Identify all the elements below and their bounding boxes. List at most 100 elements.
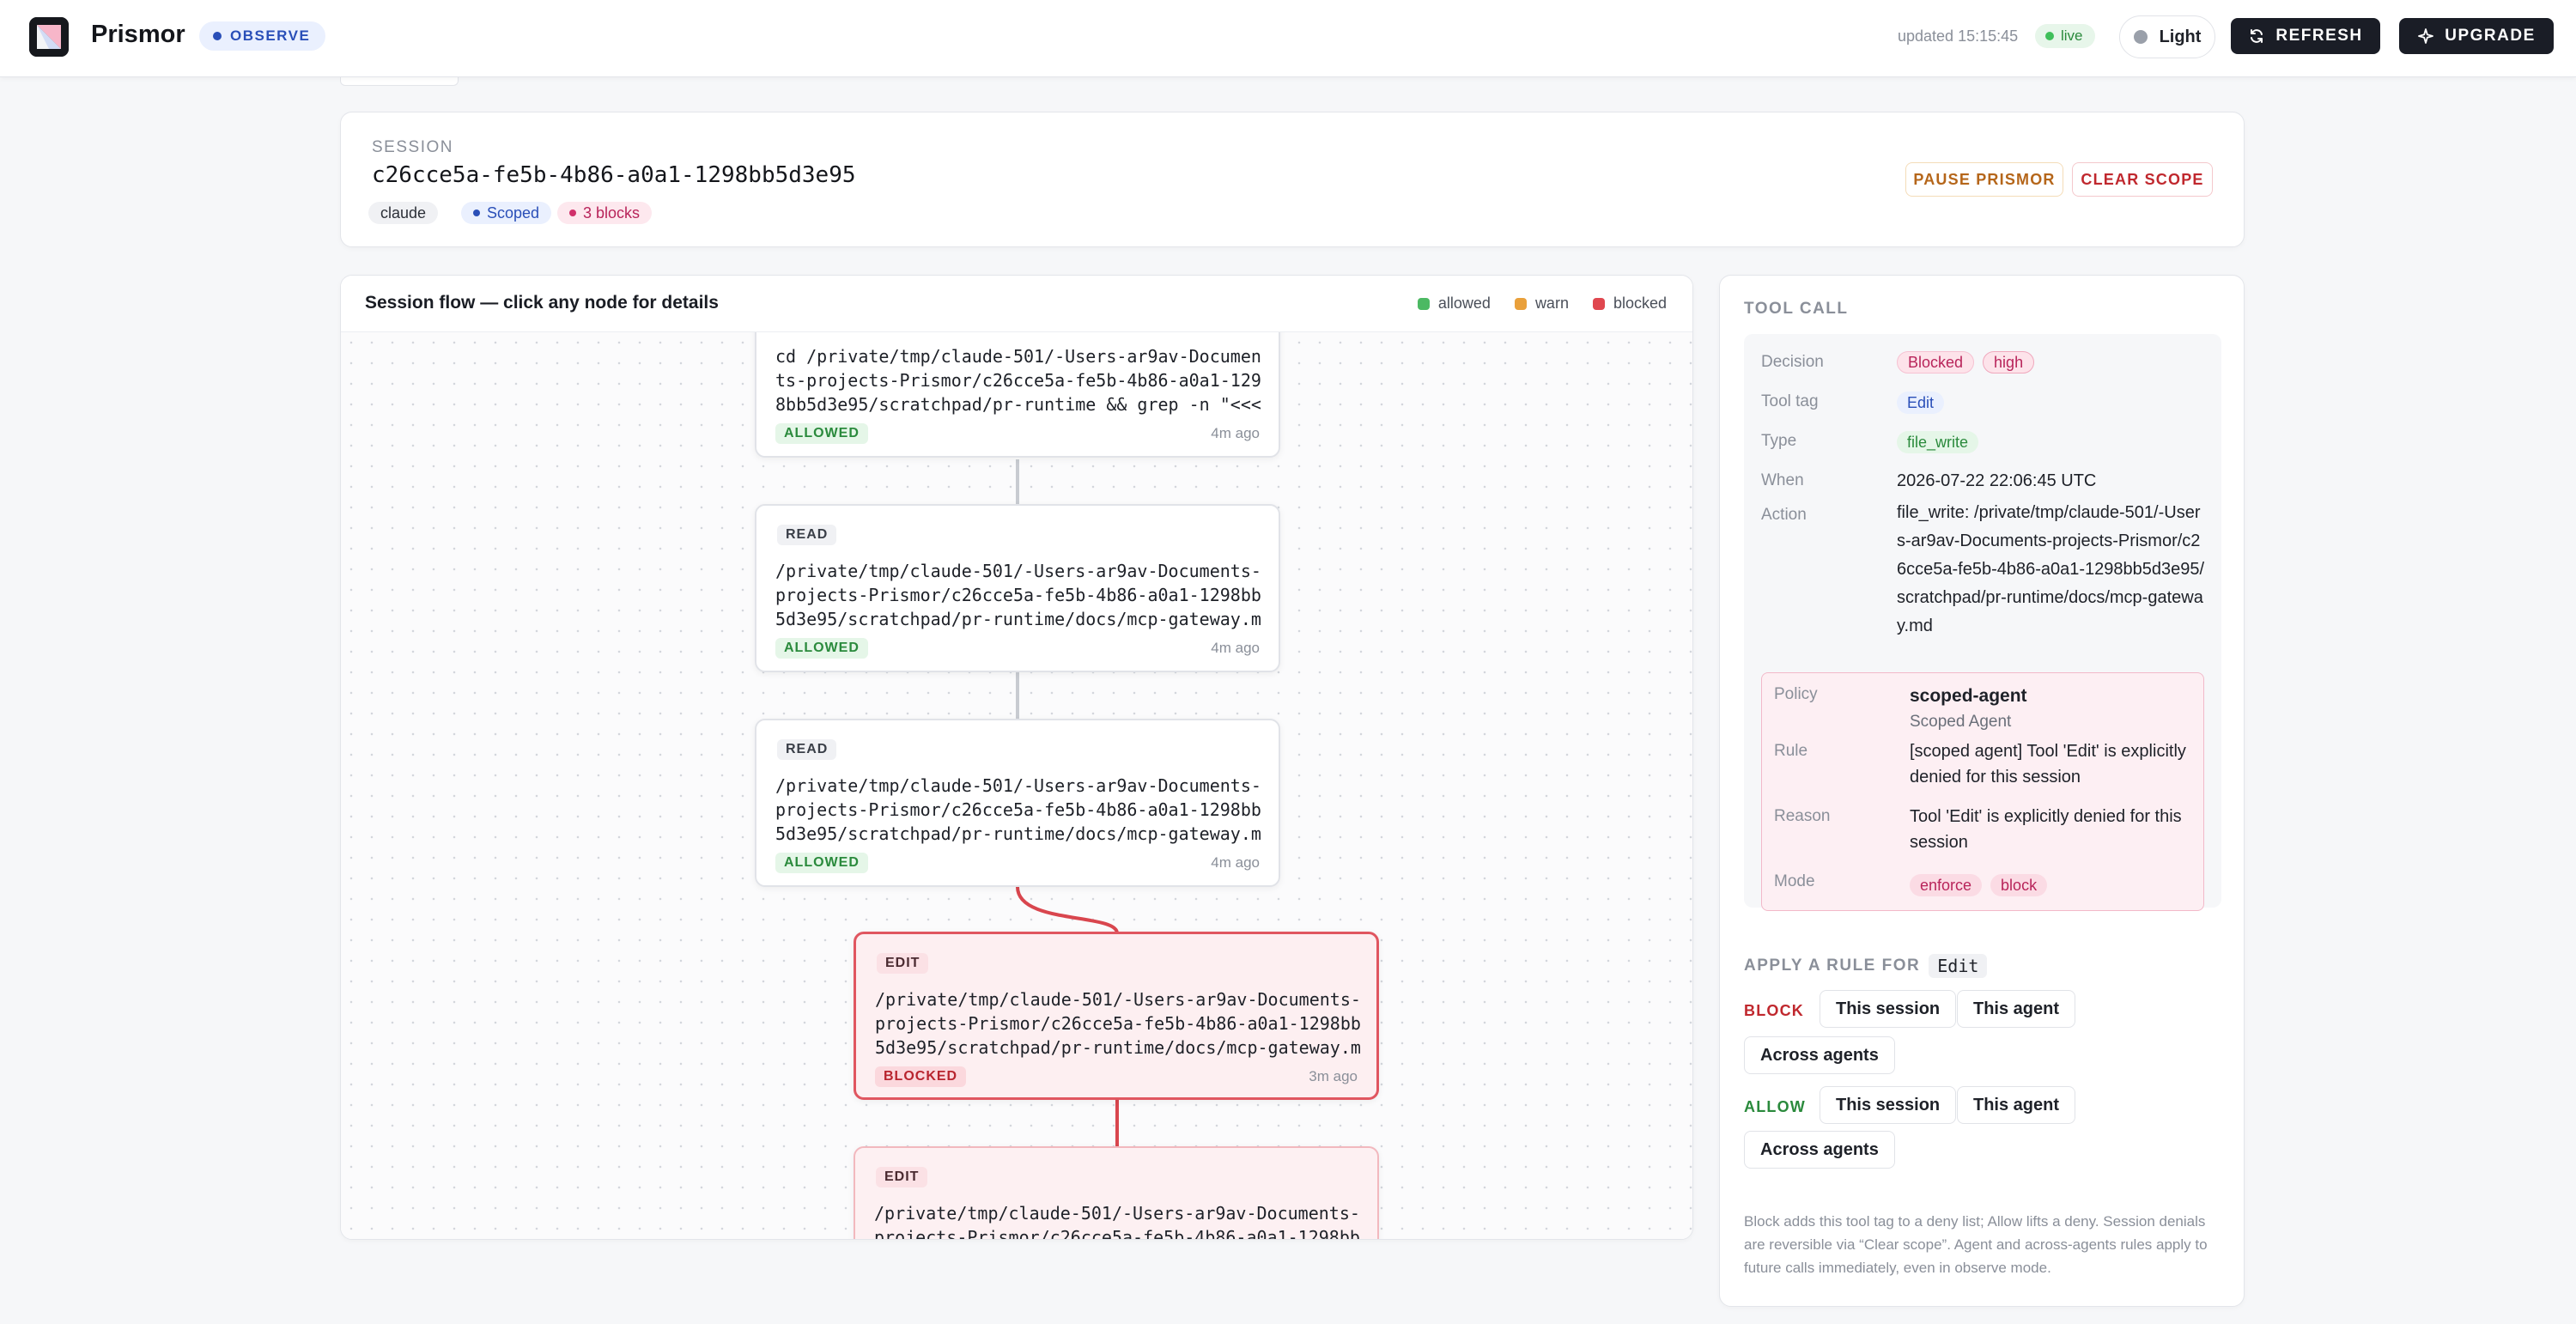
session-card: SESSION c26cce5a-fe5b-4b86-a0a1-1298bb5d… bbox=[340, 112, 2245, 247]
blocks-chip: 3 blocks bbox=[557, 202, 653, 224]
mode-dot-icon bbox=[213, 32, 222, 40]
prismor-logo-icon[interactable] bbox=[29, 17, 69, 57]
theme-toggle-button[interactable]: Light bbox=[2119, 15, 2215, 58]
clear-scope-button[interactable]: CLEAR SCOPE bbox=[2072, 162, 2213, 197]
tool-call-label: TOOL CALL bbox=[1744, 300, 1849, 318]
edge-3-4 bbox=[1016, 886, 1119, 934]
agent-chip-label: claude bbox=[380, 203, 427, 222]
refresh-button[interactable]: REFRESH bbox=[2231, 18, 2380, 54]
node-time: 4m ago bbox=[1211, 640, 1260, 656]
session-label: SESSION bbox=[372, 138, 453, 156]
action-value: file_write: /private/tmp/claude-501/-Use… bbox=[1897, 503, 2205, 635]
allowed-swatch-icon bbox=[1417, 297, 1430, 310]
blocks-dot-icon bbox=[569, 210, 576, 216]
type-label: Type bbox=[1761, 432, 1797, 450]
block-across-agents-button[interactable]: Across agents bbox=[1744, 1036, 1895, 1074]
top-bar: Prismor OBSERVE updated 15:15:45 live Li… bbox=[0, 0, 2576, 77]
decision-badge: Blocked bbox=[1897, 351, 1975, 374]
legend-blocked: blocked bbox=[1592, 295, 1667, 313]
refresh-icon bbox=[2251, 29, 2263, 43]
when-value: 2026-07-22 22:06:45 UTC bbox=[1897, 471, 2097, 490]
scope-dot-icon bbox=[473, 210, 480, 216]
flow-node[interactable]: READ /private/tmp/claude-501/-Users-ar9a… bbox=[755, 719, 1280, 887]
legend-allowed: allowed bbox=[1417, 295, 1491, 313]
live-badge: live bbox=[2035, 24, 2095, 48]
when-label: When bbox=[1761, 471, 1804, 489]
scope-chip: Scoped bbox=[461, 202, 552, 224]
scope-chip-label: Scoped bbox=[487, 203, 540, 222]
apply-rule-heading: APPLY A RULE FOR Edit bbox=[1744, 954, 1988, 978]
blocked-swatch-icon bbox=[1592, 297, 1605, 310]
flow-node[interactable]: EDIT /private/tmp/claude-501/-Users-ar9a… bbox=[854, 1146, 1379, 1240]
mode-value: enforce block bbox=[1910, 872, 2193, 898]
updated-timestamp: updated 15:15:45 bbox=[1898, 27, 2019, 45]
upgrade-label: UPGRADE bbox=[2445, 27, 2536, 45]
type-value: file_write bbox=[1897, 431, 1987, 453]
sparkle-icon bbox=[2418, 28, 2434, 44]
brand-name: Prismor bbox=[91, 21, 185, 48]
warn-swatch-icon bbox=[1514, 297, 1527, 310]
rule-help-note: Block adds this tool tag to a deny list;… bbox=[1744, 1213, 2208, 1276]
mode-block-badge: block bbox=[1990, 874, 2048, 896]
blocks-chip-label: 3 blocks bbox=[583, 203, 641, 222]
legend-blocked-label: blocked bbox=[1613, 295, 1667, 312]
severity-badge: high bbox=[1983, 351, 2035, 374]
legend-allowed-label: allowed bbox=[1437, 295, 1491, 312]
block-rule-label: BLOCK bbox=[1744, 1002, 1804, 1019]
flow-header: Session flow — click any node for detail… bbox=[341, 276, 1692, 332]
flow-node[interactable]: READ /private/tmp/claude-501/-Users-ar9a… bbox=[755, 504, 1280, 672]
mode-badge: OBSERVE bbox=[199, 21, 326, 51]
decision-value: Blocked high bbox=[1897, 351, 2043, 374]
allow-across-agents-button[interactable]: Across agents bbox=[1744, 1131, 1895, 1169]
apply-rule-label: APPLY A RULE FOR bbox=[1744, 957, 1921, 975]
theme-label: Light bbox=[2159, 27, 2202, 46]
policy-name: scoped-agent bbox=[1910, 686, 2027, 706]
tool-call-details: Decision Blocked high Tool tag Edit Type … bbox=[1744, 334, 2221, 911]
rule-value: [scoped agent] Tool 'Edit' is explicitly… bbox=[1910, 742, 2186, 787]
node-command: /private/tmp/claude-501/-Users-ar9av-Doc… bbox=[875, 989, 1361, 1058]
node-time: 4m ago bbox=[1211, 425, 1260, 441]
agent-chip: claude bbox=[368, 202, 439, 224]
decision-label: Decision bbox=[1761, 353, 1824, 371]
flow-node-selected[interactable]: EDIT /private/tmp/claude-501/-Users-ar9a… bbox=[854, 932, 1379, 1100]
theme-dot-icon bbox=[2133, 30, 2148, 44]
flow-edges bbox=[1016, 459, 1119, 1148]
type-badge: file_write bbox=[1897, 431, 1979, 453]
node-time: 4m ago bbox=[1211, 854, 1260, 871]
refresh-label: REFRESH bbox=[2275, 27, 2363, 45]
allow-this-agent-button[interactable]: This agent bbox=[1957, 1086, 2076, 1124]
policy-label: Policy bbox=[1774, 685, 1818, 703]
node-kind-badge: READ bbox=[777, 739, 837, 760]
rule-label: Rule bbox=[1774, 742, 1808, 760]
upgrade-button[interactable]: UPGRADE bbox=[2399, 18, 2554, 54]
allow-this-session-button[interactable]: This session bbox=[1820, 1086, 1957, 1124]
node-command: /private/tmp/claude-501/-Users-ar9av-Doc… bbox=[775, 561, 1261, 629]
block-this-session-button[interactable]: This session bbox=[1820, 990, 1957, 1028]
node-kind-badge: EDIT bbox=[877, 953, 929, 974]
tool-call-panel: TOOL CALL Decision Blocked high Tool tag … bbox=[1719, 275, 2245, 1307]
reason-label: Reason bbox=[1774, 807, 1831, 825]
legend-warn: warn bbox=[1514, 295, 1569, 313]
session-id: c26cce5a-fe5b-4b86-a0a1-1298bb5d3e95 bbox=[372, 162, 856, 188]
node-command: cd /private/tmp/claude-501/-Users-ar9av-… bbox=[775, 346, 1261, 415]
tool-tag-label: Tool tag bbox=[1761, 392, 1819, 410]
policy-box: Policy scoped-agent Scoped Agent Rule [s… bbox=[1761, 672, 2204, 911]
flow-node[interactable]: cd /private/tmp/claude-501/-Users-ar9av-… bbox=[755, 332, 1280, 458]
policy-subtitle: Scoped Agent bbox=[1910, 713, 2012, 731]
node-kind-badge: READ bbox=[777, 525, 837, 545]
node-status-badge: ALLOWED bbox=[775, 638, 868, 659]
block-this-agent-button[interactable]: This agent bbox=[1957, 990, 2076, 1028]
action-label: Action bbox=[1761, 506, 1807, 524]
node-status-badge: BLOCKED bbox=[875, 1066, 967, 1087]
flow-canvas[interactable]: cd /private/tmp/claude-501/-Users-ar9av-… bbox=[341, 332, 1692, 1240]
live-dot-icon bbox=[2045, 32, 2054, 40]
pause-prismor-button[interactable]: PAUSE PRISMOR bbox=[1905, 162, 2063, 197]
node-status-badge: ALLOWED bbox=[775, 853, 868, 873]
node-command: /private/tmp/claude-501/-Users-ar9av-Doc… bbox=[874, 1203, 1360, 1240]
mode-label: OBSERVE bbox=[230, 27, 311, 44]
allow-rule-label: ALLOW bbox=[1744, 1098, 1806, 1115]
tool-tag-badge: Edit bbox=[1897, 392, 1945, 414]
flow-legend: allowed warn blocked bbox=[1417, 295, 1667, 313]
mode-label-row: Mode bbox=[1774, 872, 1815, 890]
node-status-badge: ALLOWED bbox=[775, 423, 868, 444]
